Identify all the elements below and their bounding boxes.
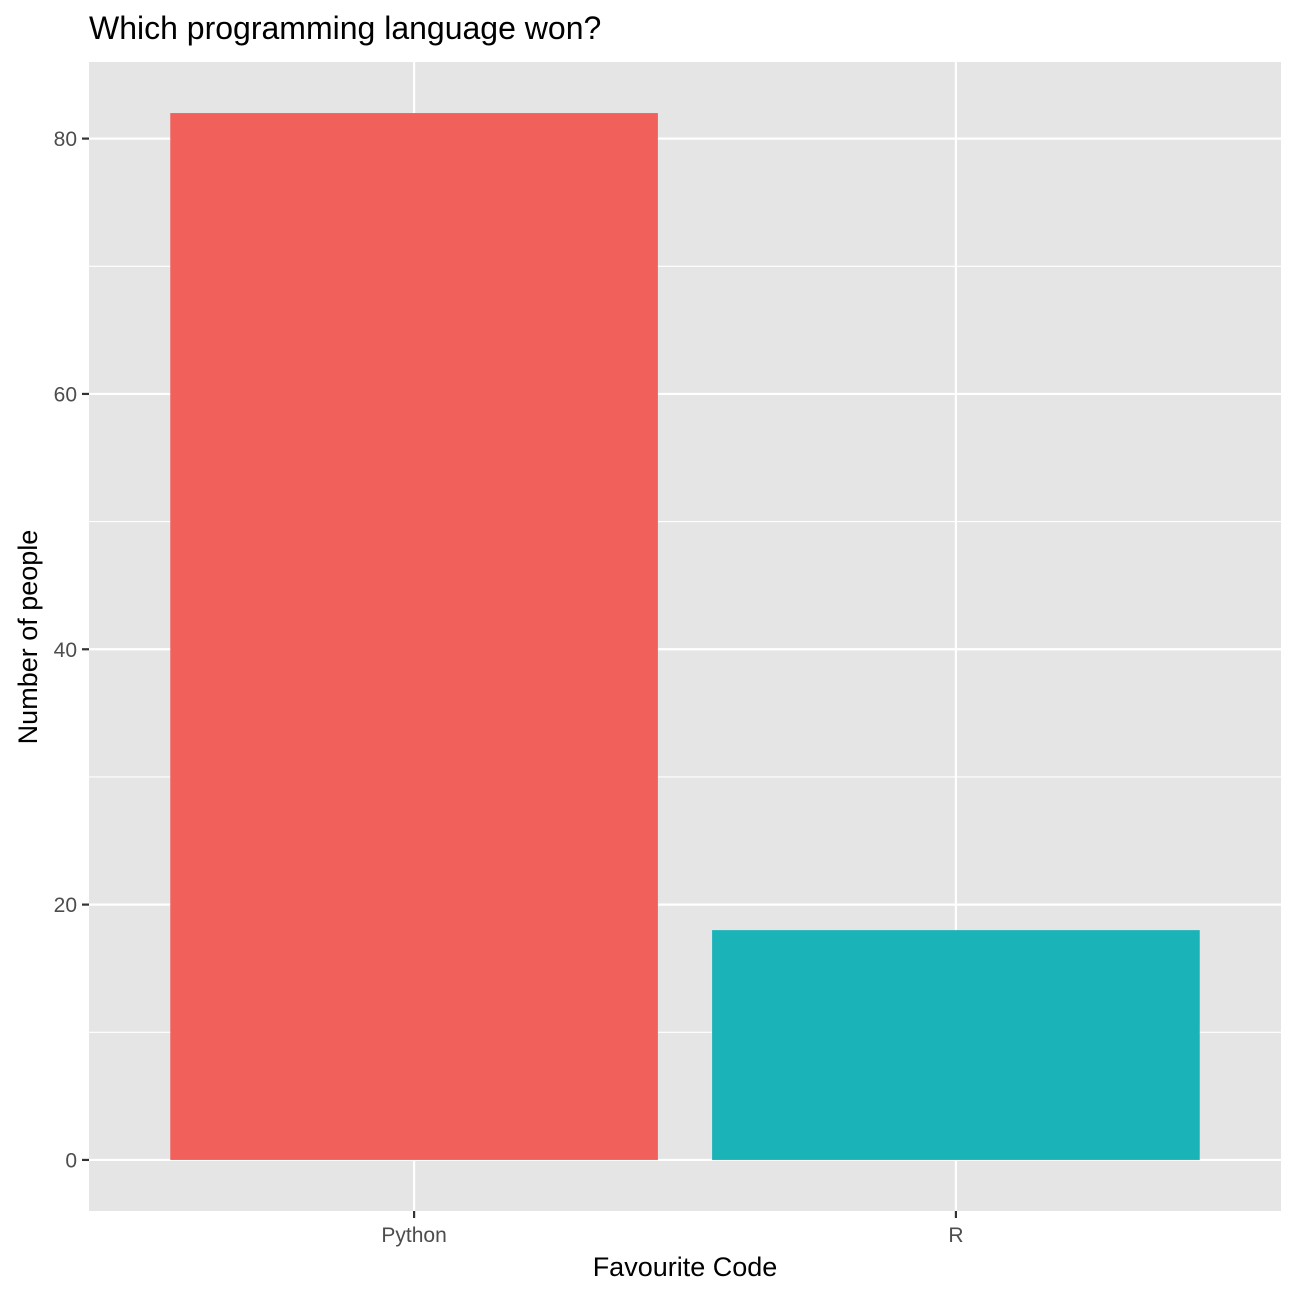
x-axis-title: Favourite Code (593, 1252, 778, 1282)
chart-title: Which programming language won? (89, 10, 601, 46)
y-tick-label: 0 (65, 1149, 77, 1172)
bar-python (170, 113, 658, 1160)
y-tick-label: 20 (54, 894, 77, 917)
y-tick-label: 60 (54, 383, 77, 406)
bar-r (712, 930, 1200, 1160)
y-axis: 0 20 40 60 80 (54, 128, 89, 1172)
x-tick-label: R (948, 1224, 963, 1247)
y-tick-label: 80 (54, 128, 77, 151)
x-tick-label: Python (381, 1224, 446, 1247)
y-tick-label: 40 (54, 639, 77, 662)
bars (170, 113, 1200, 1160)
x-axis: Python R (381, 1211, 963, 1247)
y-axis-title: Number of people (13, 530, 43, 745)
